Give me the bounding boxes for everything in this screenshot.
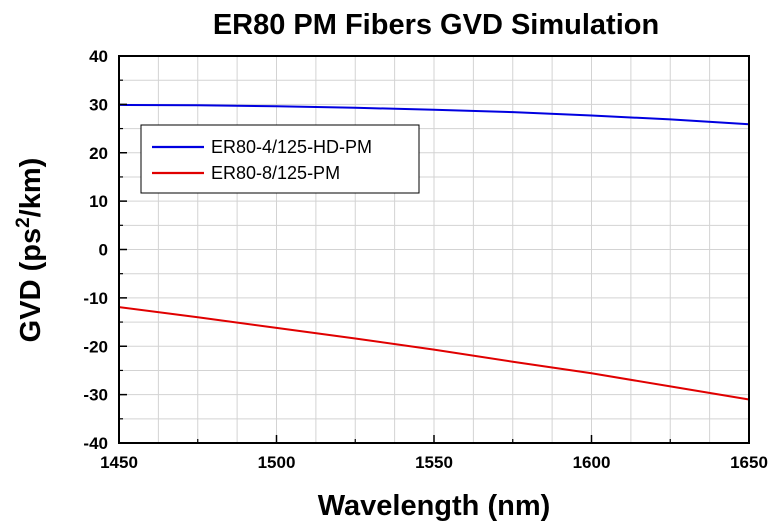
y-tick-label: 20 [89, 144, 108, 163]
x-tick-label: 1500 [258, 453, 296, 472]
y-axis-label-superscript: 2 [13, 217, 34, 228]
y-tick-label: -10 [83, 289, 108, 308]
y-axis-label-tail: /km) [15, 158, 47, 218]
series-line-1 [118, 103, 750, 126]
legend-label-2: ER80-8/125-PM [211, 163, 340, 183]
y-tick-label: 30 [89, 95, 108, 114]
y-axis-label: GVD (ps2/km) [13, 158, 47, 343]
y-tick-label: -20 [83, 337, 108, 356]
x-tick-label: 1650 [730, 453, 768, 472]
y-tick-label: -40 [83, 434, 108, 453]
axis-ticks: 1450 1500 1550 1600 1650 40 30 20 10 0 -10 -20 -30 -4… [83, 47, 767, 472]
series-lines [118, 103, 750, 401]
series-line-2 [118, 306, 750, 401]
x-axis-label: Wavelength (nm) [318, 490, 551, 522]
y-tick-label: 40 [89, 47, 108, 66]
legend-label-1: ER80-4/125-HD-PM [211, 137, 372, 157]
legend-box [140, 124, 420, 194]
y-tick-label: 10 [89, 192, 108, 211]
chart-title: ER80 PM Fibers GVD Simulation [213, 9, 659, 41]
x-tick-label: 1450 [100, 453, 138, 472]
y-axis-label-main: GVD (ps [15, 228, 47, 342]
legend: ER80-4/125-HD-PM ER80-8/125-PM [140, 124, 420, 194]
x-tick-label: 1550 [415, 453, 453, 472]
grid [119, 56, 749, 443]
x-tick-label: 1600 [573, 453, 611, 472]
y-tick-label: -30 [83, 386, 108, 405]
y-tick-label: 0 [99, 241, 108, 260]
